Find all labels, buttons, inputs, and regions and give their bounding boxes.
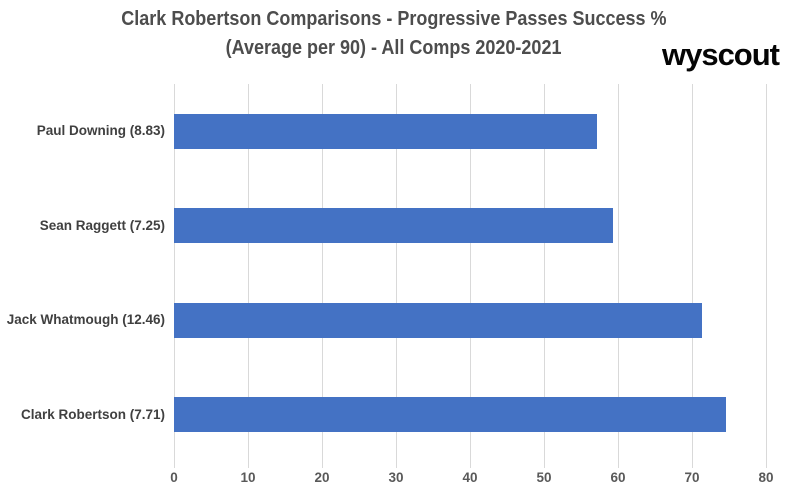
bar-paul-downing-8-83: [174, 113, 598, 149]
chart-title: Clark Robertson Comparisons - Progressiv…: [0, 5, 787, 63]
gridline-x-0: [174, 84, 175, 468]
gridline-x-20: [322, 84, 323, 468]
plot-area: [174, 84, 767, 468]
x-tick-label-20: 20: [314, 470, 330, 485]
chart-title-line2: (Average per 90) - All Comps 2020-2021: [225, 37, 562, 59]
x-tick-label-60: 60: [610, 470, 626, 485]
x-tick-label-10: 10: [240, 470, 256, 485]
x-tick-label-80: 80: [758, 470, 774, 485]
wyscout-logo: wyscout: [661, 37, 780, 72]
gridline-x-70: [692, 84, 693, 468]
gridline-x-60: [618, 84, 619, 468]
gridline-x-40: [470, 84, 471, 468]
x-tick-label-30: 30: [388, 470, 404, 485]
gridline-x-80: [766, 84, 767, 468]
gridline-x-10: [248, 84, 249, 468]
category-label-clark-robertson-7-71: Clark Robertson (7.71): [20, 406, 165, 422]
gridline-x-50: [544, 84, 545, 468]
category-label-paul-downing-8-83: Paul Downing (8.83): [36, 123, 165, 139]
bar-sean-raggett-7-25: [174, 208, 613, 244]
x-tick-label-40: 40: [462, 470, 478, 485]
bar-clark-robertson-7-71: [174, 397, 727, 433]
x-tick-label-50: 50: [536, 470, 552, 485]
category-label-sean-raggett-7-25: Sean Raggett (7.25): [39, 217, 165, 233]
x-tick-label-70: 70: [684, 470, 700, 485]
gridline-x-30: [396, 84, 397, 468]
x-tick-label-0: 0: [170, 470, 178, 485]
chart-title-line1: Clark Robertson Comparisons - Progressiv…: [120, 8, 667, 30]
category-label-jack-whatmough-12-46: Jack Whatmough (12.46): [6, 312, 165, 328]
bar-jack-whatmough-12-46: [174, 302, 702, 338]
